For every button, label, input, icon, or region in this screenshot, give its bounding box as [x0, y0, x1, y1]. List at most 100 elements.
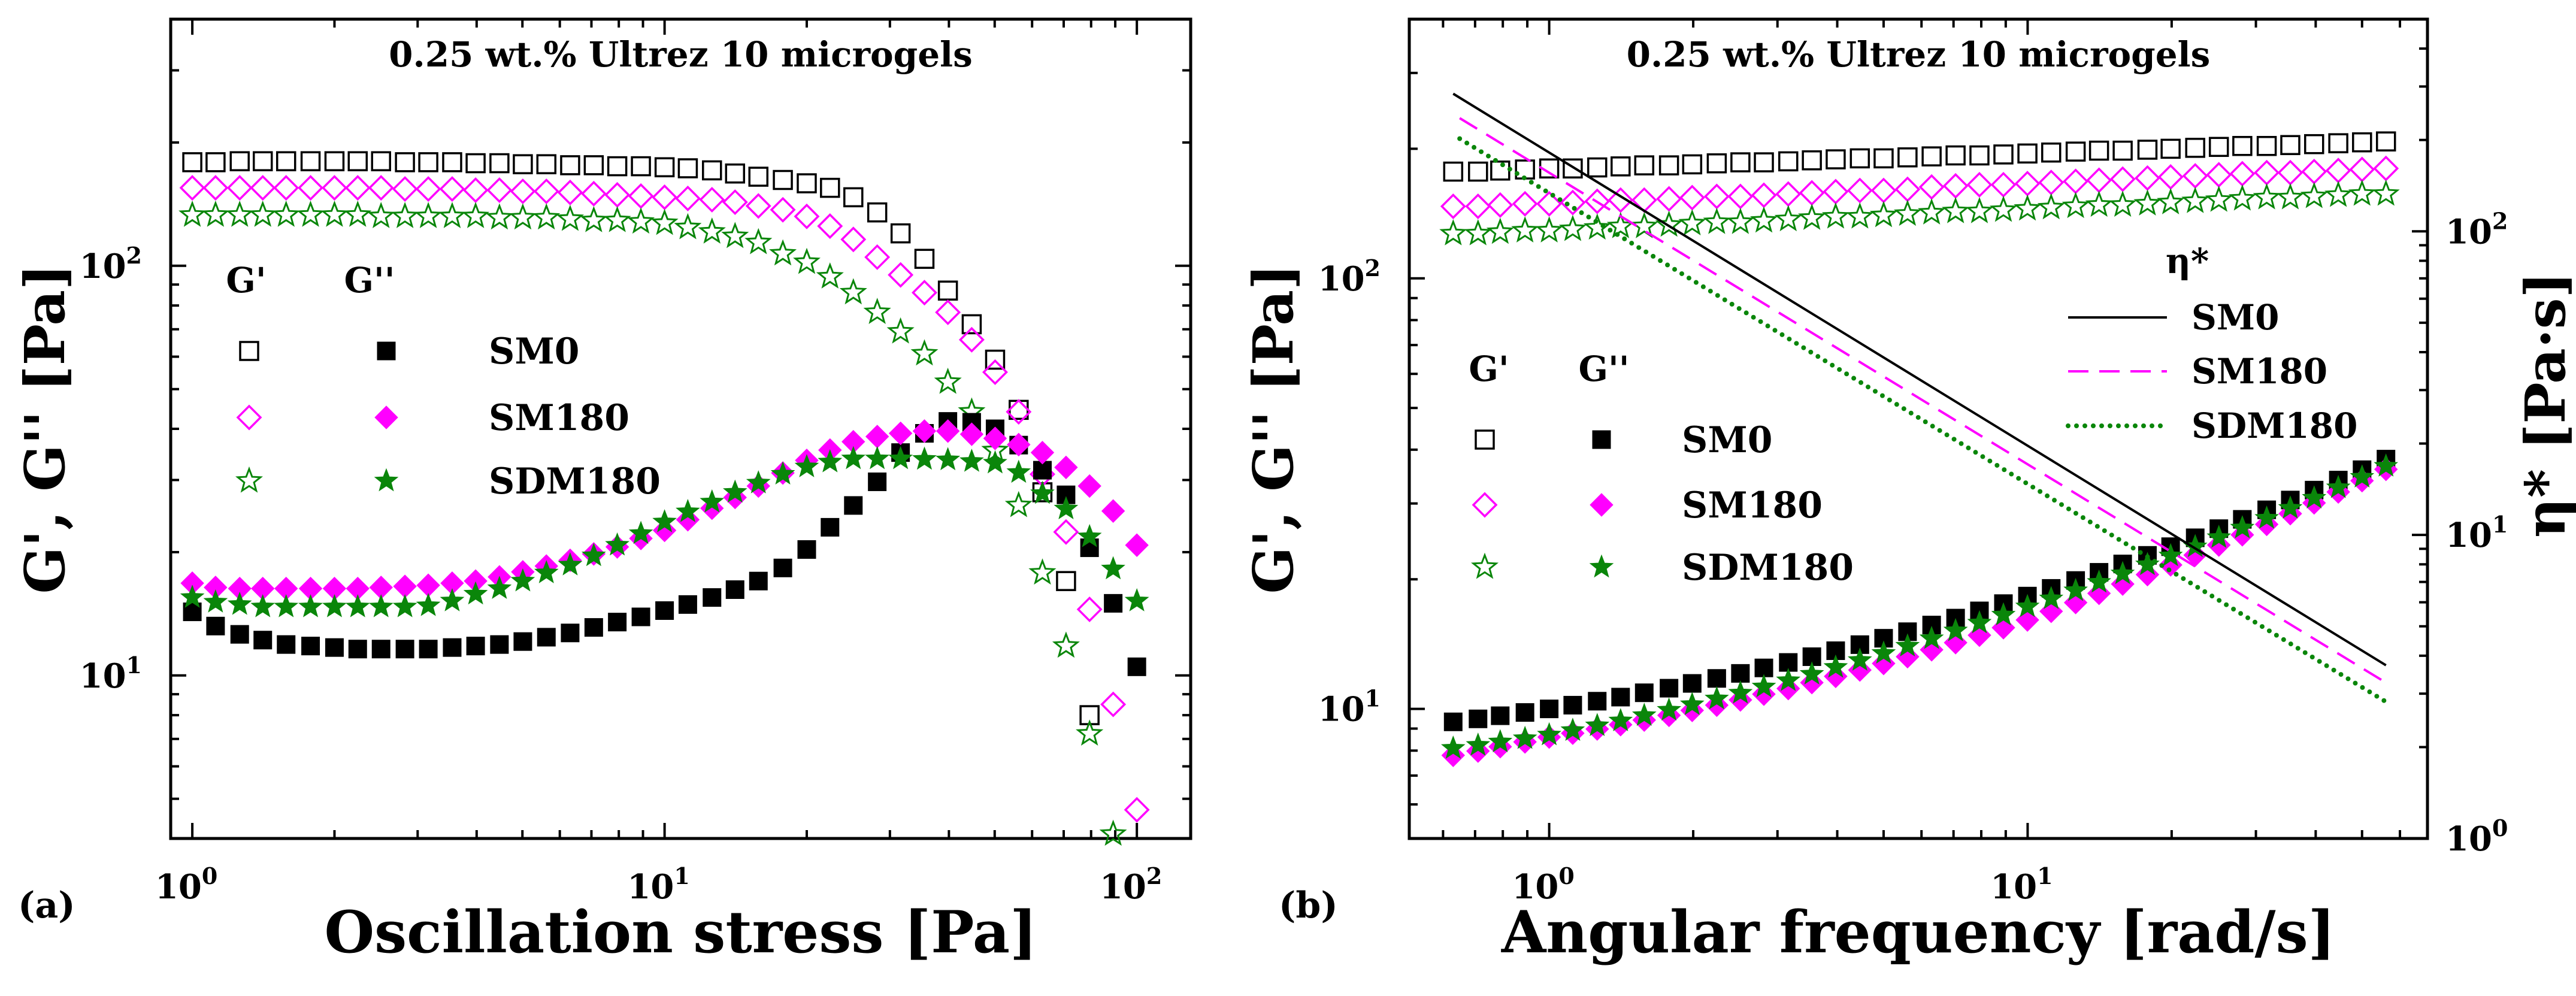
data-point: [1945, 145, 1966, 166]
data-point: [655, 601, 674, 620]
data-point: [344, 200, 372, 227]
data-point: [2039, 586, 2064, 610]
data-point: [205, 152, 226, 172]
data-point: [513, 154, 533, 174]
data-point: [1658, 155, 1679, 175]
data-point: [1727, 183, 1754, 210]
data-point: [698, 217, 726, 244]
data-point: [1870, 177, 1897, 204]
chart-title: 0.25 wt.% Ultrez 10 microgels: [1627, 34, 2211, 75]
data-point: [320, 200, 349, 227]
data-point: [1800, 671, 1824, 695]
data-point: [2253, 183, 2281, 210]
data-point: [1921, 146, 1942, 166]
data-point: [1631, 187, 1657, 213]
data-point: [1893, 199, 1921, 226]
data-point: [368, 594, 393, 617]
data-point: [1991, 602, 2016, 626]
data-point: [631, 156, 651, 177]
data-point: [1824, 664, 1848, 689]
data-point: [508, 203, 537, 230]
legend-label: SDM180: [2191, 405, 2357, 446]
data-point: [1491, 706, 1510, 725]
data-point: [250, 594, 276, 617]
data-point: [2157, 187, 2185, 214]
plot-frame: [169, 17, 1192, 840]
data-point: [983, 426, 1007, 450]
data-point: [1440, 193, 1466, 219]
data-point: [321, 175, 347, 201]
data-point: [1918, 174, 1945, 200]
data-point: [2205, 185, 2233, 212]
legend-marker-open: [235, 466, 264, 493]
data-point: [1679, 184, 1705, 211]
data-point: [1487, 192, 1513, 218]
data-point: [910, 339, 939, 366]
legend-label: SM180: [2191, 351, 2327, 392]
data-point: [348, 640, 367, 659]
data-point: [1124, 588, 1149, 611]
data-point: [1775, 181, 1802, 207]
data-point: [2228, 184, 2256, 211]
data-point: [746, 470, 771, 494]
chart-panel-b: 100 101 101 102 100 101 102 0.25 wt.% Ultrez 10…: [1241, 17, 2576, 966]
x-tick-label: 101: [1990, 862, 2053, 907]
series-SDM180-storage-modulus: [178, 200, 1127, 846]
data-point: [252, 151, 273, 171]
data-point: [959, 449, 984, 472]
x-axis-label: Angular frequency [rad/s]: [1501, 898, 2335, 966]
data-point: [2088, 140, 2109, 161]
y-tick-label: 102: [1318, 255, 1381, 299]
data-point: [1754, 658, 1773, 677]
data-point: [1053, 519, 1079, 545]
legend-viscosity: η* SM0 SM180 SDM180: [2066, 241, 2357, 446]
data-point: [773, 558, 792, 577]
data-point: [1823, 178, 1849, 205]
data-point: [463, 581, 488, 605]
data-point: [1634, 155, 1655, 175]
data-point: [2109, 166, 2136, 192]
data-point: [725, 580, 744, 600]
data-point: [982, 359, 1008, 385]
data-point: [769, 239, 797, 266]
data-point: [2037, 193, 2065, 220]
data-point: [534, 560, 559, 583]
data-point: [2086, 167, 2112, 193]
x-axis-label: Oscillation stress [Pa]: [324, 898, 1037, 966]
data-point: [2304, 134, 2324, 155]
x-tick-label: 100: [155, 862, 217, 907]
legend-header-storage: G': [226, 260, 266, 301]
data-point: [226, 175, 253, 201]
data-point: [863, 298, 891, 325]
data-point: [674, 185, 701, 211]
data-point: [298, 594, 323, 617]
data-point: [1440, 735, 1466, 759]
data-point: [1486, 217, 1514, 244]
data-point: [1443, 712, 1463, 731]
data-point: [274, 594, 299, 617]
data-point: [1004, 491, 1033, 517]
data-point: [418, 152, 438, 172]
data-point: [839, 278, 867, 305]
data-point: [1776, 676, 1800, 701]
legend-marker-filled: [374, 468, 399, 492]
data-point: [2160, 138, 2181, 159]
data-point: [368, 175, 394, 201]
data-point: [608, 613, 627, 632]
data-point: [865, 425, 889, 449]
data-point: [178, 200, 207, 227]
data-point: [2326, 474, 2351, 498]
data-point: [419, 640, 438, 659]
data-point: [2087, 569, 2111, 593]
data-point: [1588, 692, 1607, 711]
data-point: [914, 249, 935, 269]
data-point: [1439, 219, 1467, 246]
data-point: [2063, 577, 2088, 601]
data-point: [2063, 168, 2089, 195]
data-point: [2348, 179, 2376, 206]
data-point: [395, 152, 415, 172]
data-point: [1468, 161, 1488, 182]
data-point: [886, 317, 915, 344]
data-point: [558, 552, 583, 576]
data-point: [2229, 161, 2256, 187]
